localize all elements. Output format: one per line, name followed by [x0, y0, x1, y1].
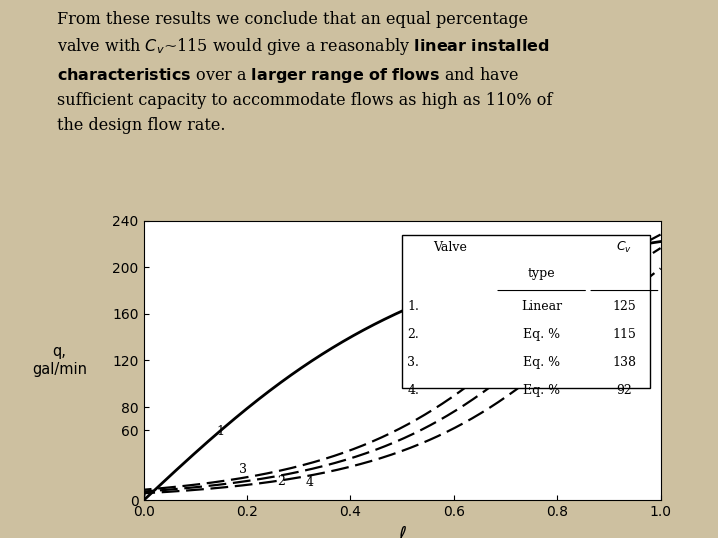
Text: From these results we conclude that an equal percentage
valve with $C_v$~115 wou: From these results we conclude that an e… — [57, 11, 553, 133]
Text: 115: 115 — [612, 328, 636, 341]
Text: 2: 2 — [277, 475, 285, 488]
Text: 4: 4 — [305, 476, 313, 489]
X-axis label: ℓ: ℓ — [398, 525, 406, 538]
Text: Valve: Valve — [433, 242, 467, 254]
FancyBboxPatch shape — [402, 235, 651, 388]
Text: Eq. %: Eq. % — [523, 384, 560, 397]
Text: 3.: 3. — [407, 356, 419, 369]
Text: Eq. %: Eq. % — [523, 356, 560, 369]
Text: 2.: 2. — [407, 328, 419, 341]
Text: 1.: 1. — [407, 300, 419, 313]
Text: type: type — [528, 266, 556, 280]
Text: 138: 138 — [612, 356, 636, 369]
Text: Linear: Linear — [521, 300, 562, 313]
Text: 125: 125 — [612, 300, 636, 313]
Y-axis label: q,
gal/min: q, gal/min — [32, 344, 87, 377]
Text: 3: 3 — [239, 463, 247, 477]
Text: 4.: 4. — [407, 384, 419, 397]
Text: $C_v$: $C_v$ — [616, 240, 633, 256]
Text: 92: 92 — [617, 384, 633, 397]
Text: Eq. %: Eq. % — [523, 328, 560, 341]
Text: 1: 1 — [216, 426, 224, 438]
